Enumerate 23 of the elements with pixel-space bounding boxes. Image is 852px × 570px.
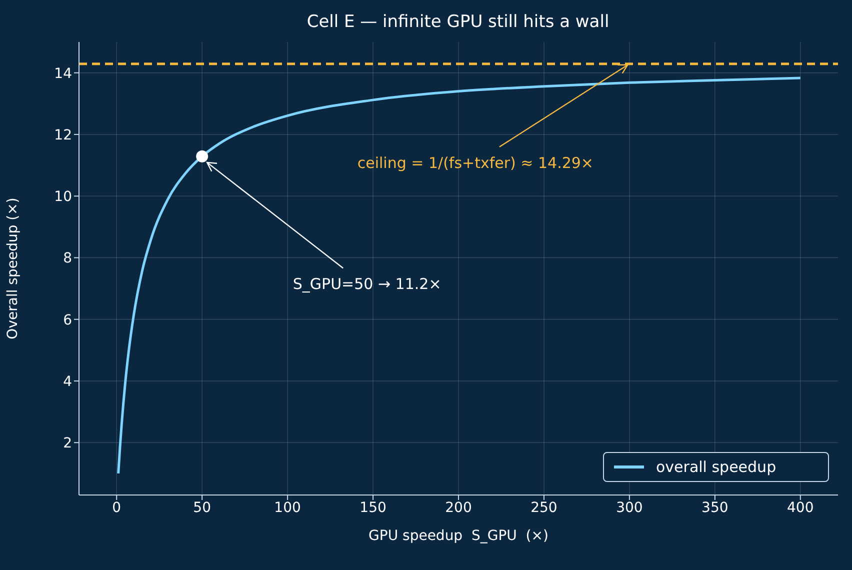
- annotation: S_GPU=50 → 11.2×: [292, 275, 442, 294]
- x-tick-label: 300: [616, 500, 643, 516]
- x-tick-label: 250: [530, 500, 558, 516]
- x-tick-label: 0: [112, 500, 122, 516]
- x-tick-label: 150: [360, 500, 386, 516]
- x-axis-title: GPU speedup S_GPU (×): [368, 528, 548, 544]
- x-tick-label: 400: [787, 500, 814, 516]
- y-tick-label: 12: [54, 127, 72, 144]
- legend-label: overall speedup: [656, 458, 776, 476]
- annotation: ceiling = 1/(fs+txfer) ≈ 14.29×: [357, 154, 594, 172]
- y-tick-label: 4: [63, 374, 72, 390]
- chart-title: Cell E — infinite GPU still hits a wall: [306, 12, 610, 32]
- line-series: [117, 76, 802, 475]
- y-tick-label: 10: [54, 189, 72, 206]
- x-tick-label: 50: [193, 500, 211, 516]
- y-tick-label: 6: [63, 312, 72, 328]
- x-tick-label: 200: [445, 500, 472, 516]
- x-tick-label: 100: [274, 500, 301, 516]
- y-tick-label: 2: [63, 436, 72, 452]
- y-tick-label: 14: [54, 66, 72, 82]
- y-tick-label: 8: [63, 250, 72, 267]
- x-tick-label: 350: [702, 500, 728, 516]
- y-axis-title: Overall speedup (×): [4, 198, 21, 340]
